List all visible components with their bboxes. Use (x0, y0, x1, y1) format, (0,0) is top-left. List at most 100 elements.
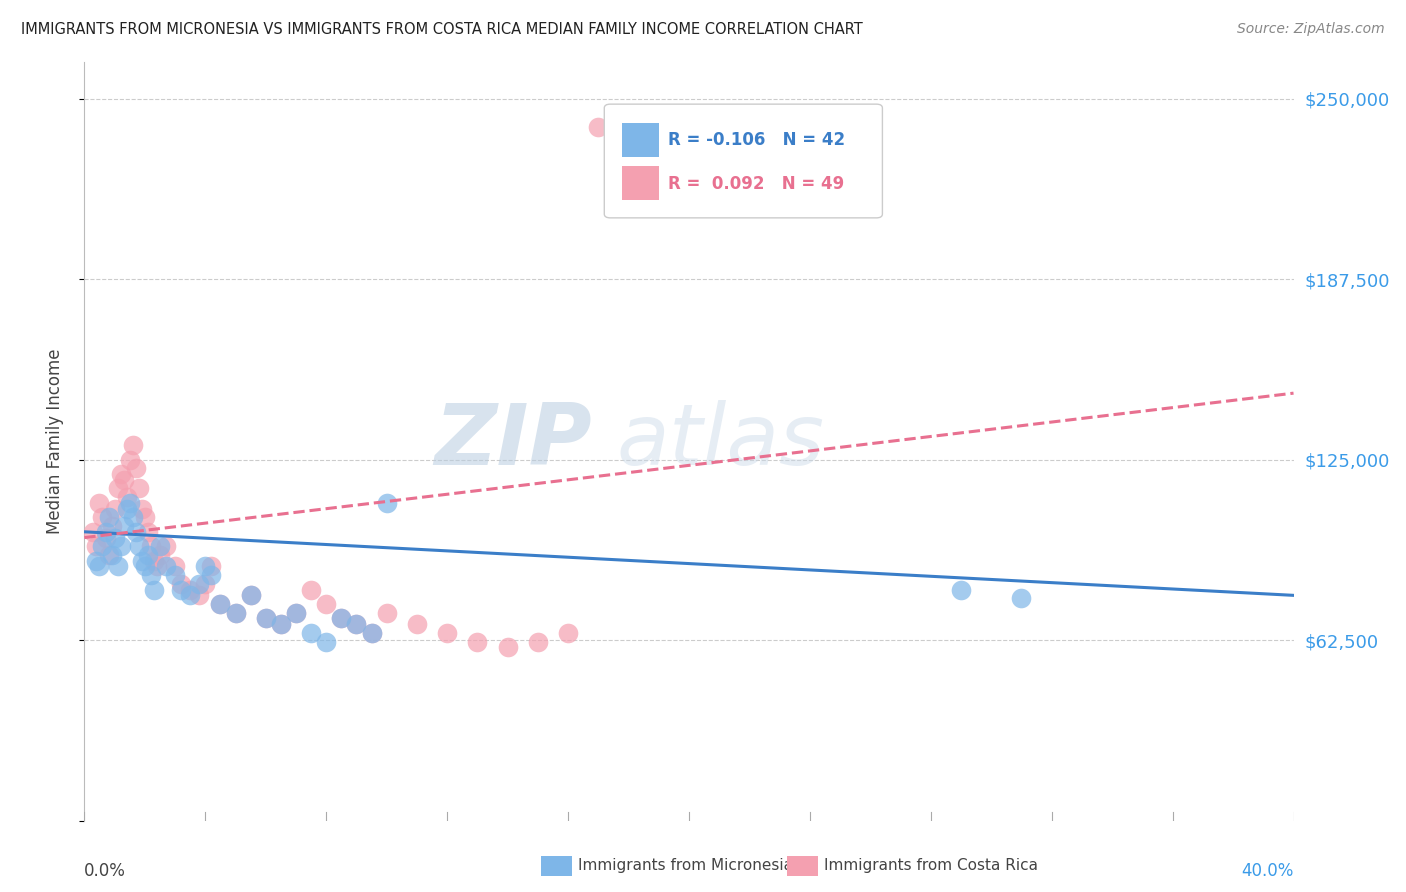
Point (112, 519, 135, 533)
Text: ZIP: ZIP (434, 400, 592, 483)
Point (188, 576, 211, 591)
Point (254, 611, 277, 625)
Point (107, 559, 129, 574)
Point (200, 559, 222, 574)
Point (115, 501, 138, 516)
Point (91, 539, 114, 553)
Point (118, 496, 141, 510)
Text: atlas: atlas (616, 400, 824, 483)
Point (131, 554, 153, 568)
Point (136, 524, 159, 539)
Text: R =  0.092   N = 49: R = 0.092 N = 49 (668, 175, 845, 193)
Point (170, 576, 193, 591)
Point (496, 640, 519, 655)
Point (270, 617, 292, 632)
Text: IMMIGRANTS FROM MICRONESIA VS IMMIGRANTS FROM COSTA RICA MEDIAN FAMILY INCOME CO: IMMIGRANTS FROM MICRONESIA VS IMMIGRANTS… (21, 22, 863, 37)
Point (165, 559, 187, 574)
Text: 40.0%: 40.0% (1241, 863, 1294, 880)
Point (375, 496, 398, 510)
Bar (623, 123, 659, 157)
Point (406, 617, 429, 632)
Point (165, 568, 187, 582)
Point (115, 490, 138, 504)
Point (299, 582, 322, 597)
Point (94, 524, 117, 539)
Point (94, 531, 117, 545)
Point (125, 461, 148, 475)
Point (89, 496, 111, 510)
Point (200, 568, 222, 582)
Point (121, 438, 143, 452)
Point (142, 582, 165, 597)
Text: Source: ZipAtlas.com: Source: ZipAtlas.com (1237, 22, 1385, 37)
Point (1011, 591, 1033, 606)
Point (110, 467, 132, 481)
Point (436, 626, 458, 640)
Point (139, 539, 162, 553)
Point (89, 559, 111, 574)
Point (100, 519, 122, 533)
Point (270, 617, 292, 632)
Point (86, 539, 108, 553)
Point (86, 554, 108, 568)
Point (128, 482, 150, 496)
Point (557, 626, 579, 640)
Point (91, 510, 114, 524)
Point (194, 576, 217, 591)
Point (97, 548, 120, 562)
FancyBboxPatch shape (605, 104, 883, 218)
Point (285, 606, 308, 620)
Point (527, 634, 550, 648)
Point (107, 482, 129, 496)
Point (125, 524, 148, 539)
Point (285, 606, 308, 620)
Point (299, 626, 322, 640)
Point (315, 634, 337, 648)
Point (97, 510, 120, 524)
Point (136, 548, 159, 562)
Point (146, 559, 169, 574)
Point (360, 626, 382, 640)
Text: Immigrants from Costa Rica: Immigrants from Costa Rica (824, 858, 1038, 872)
Point (155, 539, 177, 553)
Point (209, 597, 232, 611)
Point (179, 582, 201, 597)
Point (139, 568, 162, 582)
Point (225, 606, 247, 620)
Point (467, 634, 489, 648)
Point (149, 548, 172, 562)
Point (149, 539, 172, 553)
Text: Immigrants from Micronesia: Immigrants from Micronesia (578, 858, 793, 872)
Point (100, 548, 122, 562)
Point (82, 524, 104, 539)
Point (588, 120, 610, 135)
Point (121, 510, 143, 524)
Point (131, 501, 153, 516)
Bar (623, 166, 659, 201)
Point (239, 588, 262, 602)
Point (346, 617, 368, 632)
Point (128, 539, 150, 553)
Point (170, 582, 193, 597)
Point (110, 539, 132, 553)
Point (134, 510, 156, 524)
Point (360, 626, 382, 640)
Point (950, 582, 973, 597)
Point (188, 588, 211, 602)
Point (155, 559, 177, 574)
Text: R = -0.106   N = 42: R = -0.106 N = 42 (668, 131, 845, 149)
Point (118, 452, 141, 467)
Point (104, 531, 127, 545)
Point (330, 611, 353, 625)
Point (142, 554, 165, 568)
Point (225, 606, 247, 620)
Point (112, 473, 135, 487)
Point (179, 588, 201, 602)
Point (239, 588, 262, 602)
Point (346, 617, 368, 632)
Point (315, 597, 337, 611)
Point (134, 559, 156, 574)
Text: 0.0%: 0.0% (84, 863, 127, 880)
Point (194, 559, 217, 574)
Y-axis label: Median Family Income: Median Family Income (45, 349, 63, 534)
